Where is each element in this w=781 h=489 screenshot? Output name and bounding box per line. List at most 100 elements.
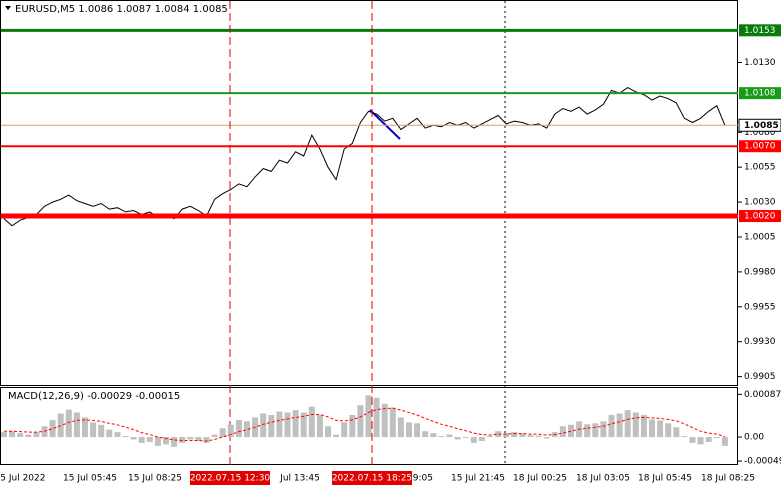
last-price-box	[738, 118, 781, 132]
macd-bar	[235, 419, 242, 438]
trend-line	[369, 109, 401, 140]
macd-bar	[1, 432, 7, 438]
macd-bar	[689, 437, 696, 443]
macd-bar	[535, 435, 542, 438]
x-tick-label: 15 Jul 21:45	[451, 474, 505, 484]
y-tick-label: 1.0055	[744, 163, 776, 173]
macd-bar	[713, 437, 720, 439]
level-label-box	[739, 24, 781, 37]
macd-bar	[244, 421, 250, 438]
x-tick-label: 15 Jul 05:45	[63, 474, 117, 484]
macd-bar	[406, 422, 412, 438]
macd-bar	[673, 427, 680, 438]
marker-label-box	[190, 471, 270, 485]
marker-label: 2022.07.15 18:25	[332, 474, 412, 484]
macd-bar	[106, 429, 113, 438]
macd-bar	[592, 423, 599, 438]
macd-bar	[422, 431, 429, 438]
macd-bar	[632, 412, 639, 438]
y-tick-label: 1.0005	[744, 232, 776, 242]
y-tick-label: -0.00049	[744, 457, 781, 467]
macd-bar	[171, 437, 178, 447]
x-tick-label: 19:05	[407, 474, 433, 484]
macd-bar	[73, 412, 80, 438]
macd-bar	[90, 422, 97, 438]
macd-bar	[616, 413, 623, 438]
macd-bar	[430, 433, 437, 438]
macd-bar	[478, 437, 485, 441]
macd-bar	[179, 437, 186, 443]
macd-bar	[316, 414, 323, 438]
macd-bar	[82, 417, 88, 438]
macd-bar	[292, 410, 299, 438]
x-tick-label: 18 Jul 08:25	[701, 474, 755, 484]
macd-bar	[284, 412, 291, 438]
x-tick-label: 15 Jul 08:25	[128, 474, 182, 484]
macd-bar	[227, 424, 234, 438]
macd-bar	[568, 424, 574, 438]
macd-bar	[640, 414, 647, 438]
macd-bar	[349, 414, 356, 438]
macd-bar	[138, 437, 145, 443]
macd-bar	[600, 421, 607, 438]
level-label: 1.0020	[744, 212, 776, 222]
y-tick-label: 0.9930	[744, 337, 776, 347]
menu-arrow	[5, 6, 11, 10]
macd-bar	[381, 403, 388, 438]
macd-bar	[325, 426, 331, 438]
macd-bar	[721, 437, 728, 446]
marker-label-box	[332, 471, 412, 485]
marker-label: 2022.07.15 12:30	[190, 474, 271, 484]
macd-bar	[203, 437, 210, 443]
macd-bar	[260, 413, 267, 438]
macd-bar	[341, 422, 348, 438]
y-tick-label: 0.9980	[744, 267, 776, 277]
macd-bar	[9, 431, 16, 438]
macd-bar	[49, 419, 56, 438]
macd-bar	[268, 414, 275, 438]
macd-bar	[414, 423, 421, 438]
macd-bar	[276, 411, 283, 438]
macd-bar	[25, 434, 32, 438]
macd-bar	[17, 433, 24, 438]
macd-bar	[559, 426, 566, 438]
macd-bar	[454, 437, 461, 440]
macd-bar	[163, 437, 169, 445]
y-tick-label: 0.9905	[744, 372, 776, 382]
y-tick-label: 0.9955	[744, 302, 776, 312]
macd-bar	[365, 395, 372, 438]
last-price-label: 1.0085	[744, 121, 779, 131]
y-tick-label: 0.00	[744, 433, 764, 443]
macd-bar	[308, 406, 315, 438]
price-title: EURUSD,M5 1.0086 1.0087 1.0084 1.0085	[15, 4, 228, 15]
x-tick-label: 18 Jul 00:25	[513, 474, 567, 484]
macd-bar	[333, 434, 340, 438]
macd-bar	[657, 420, 664, 438]
macd-bar	[608, 414, 615, 438]
level-label-box	[739, 140, 781, 153]
macd-bar	[495, 431, 502, 438]
macd-bar	[397, 417, 404, 438]
macd-bar	[665, 423, 672, 438]
macd-bar	[705, 437, 712, 442]
macd-bar	[98, 424, 105, 438]
macd-bar	[470, 437, 477, 443]
macd-bar	[122, 436, 129, 438]
macd-bar	[511, 432, 518, 438]
level-label-box	[739, 87, 781, 100]
macd-bar	[357, 405, 364, 438]
macd-bar	[195, 437, 202, 441]
level-label: 1.0153	[744, 26, 776, 36]
macd-bar	[130, 437, 137, 440]
macd-bar	[519, 433, 526, 438]
level-label-box	[739, 210, 781, 223]
y-tick-label: 1.0080	[744, 128, 776, 138]
y-tick-label: 1.0030	[744, 198, 776, 208]
macd-bar	[487, 436, 493, 438]
macd-bar	[33, 432, 40, 438]
level-label: 1.0070	[744, 142, 776, 152]
macd-bar	[584, 424, 591, 438]
macd-bar	[146, 437, 153, 442]
macd-frame	[0, 387, 738, 465]
